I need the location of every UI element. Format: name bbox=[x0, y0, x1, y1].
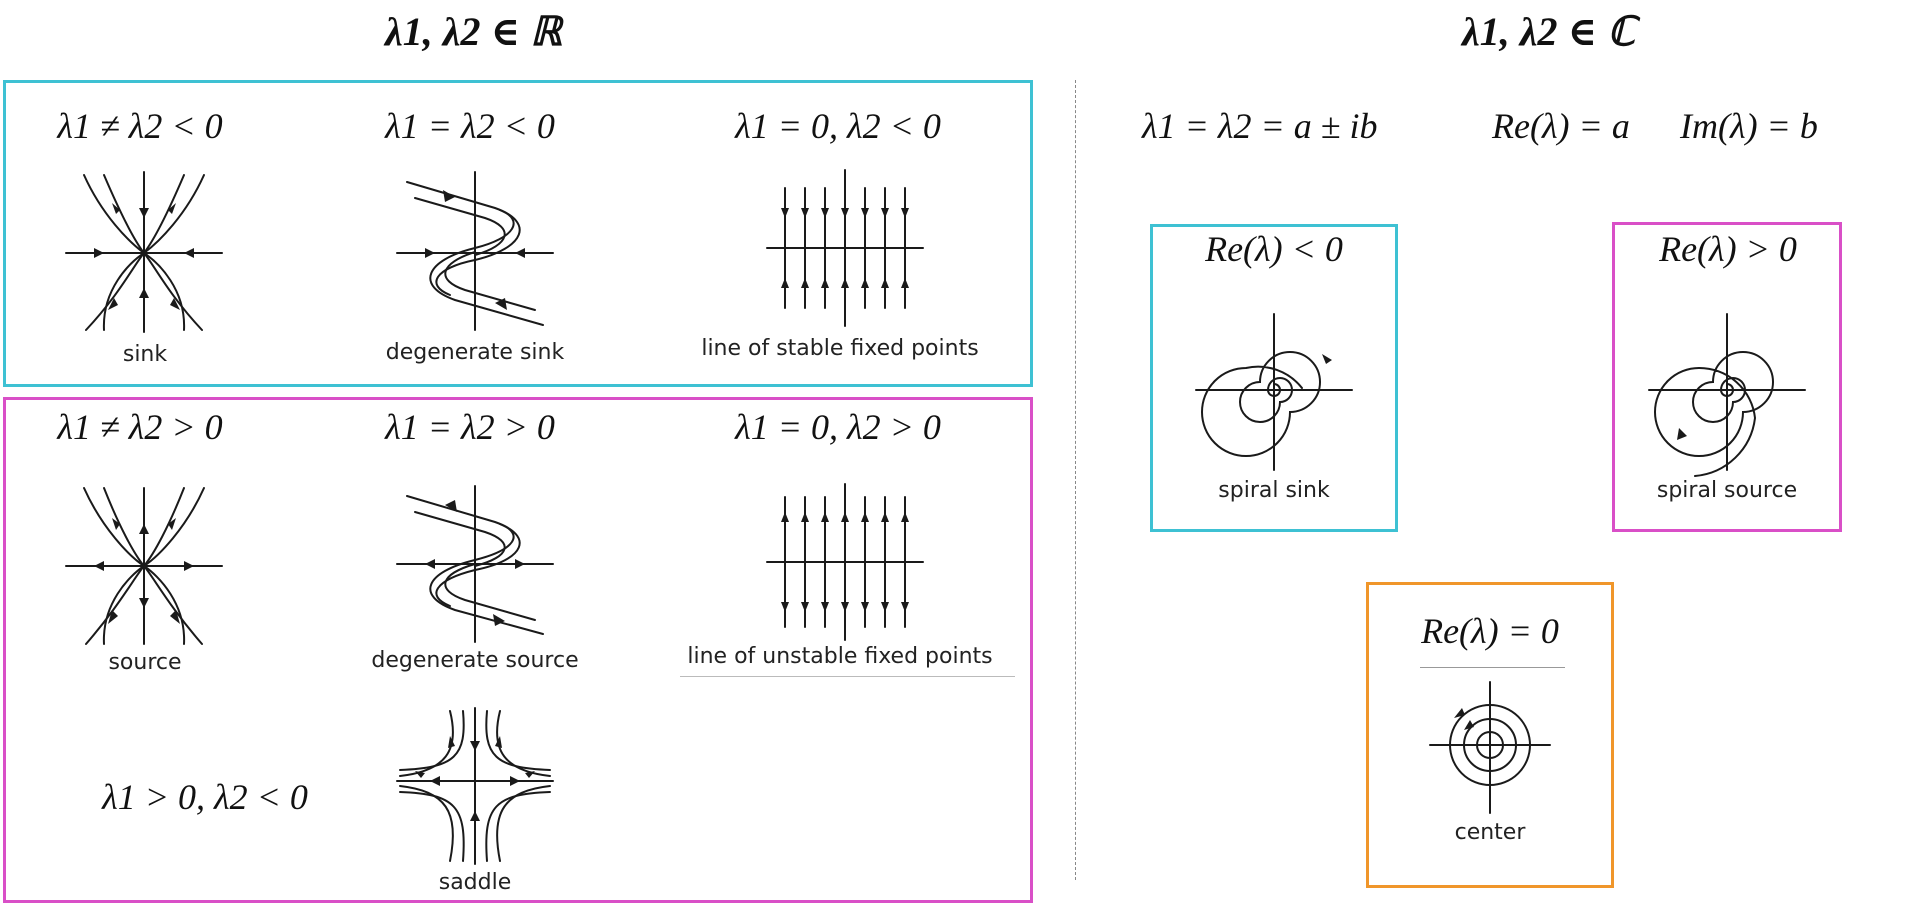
spiral-sink-portrait-icon bbox=[1195, 313, 1353, 471]
stable-line-caption: line of stable fixed points bbox=[701, 336, 979, 361]
real-eigenvalues-heading: λ1, λ2 ∈ ℝ bbox=[385, 8, 562, 55]
spiral-sink-condition: Re(λ) < 0 bbox=[1205, 229, 1343, 269]
saddle-caption: saddle bbox=[438, 870, 512, 895]
spiral-source-caption: spiral source bbox=[1656, 478, 1798, 503]
degenerate-source-caption: degenerate source bbox=[371, 648, 579, 673]
unstable-line-underline bbox=[680, 676, 1015, 677]
imag-part-formula: Im(λ) = b bbox=[1680, 106, 1818, 146]
saddle-condition: λ1 > 0, λ2 < 0 bbox=[102, 777, 308, 817]
unstable-line-caption: line of unstable fixed points bbox=[687, 644, 993, 669]
degenerate-source-condition: λ1 = λ2 > 0 bbox=[385, 407, 555, 447]
center-box bbox=[1366, 582, 1614, 888]
center-caption: center bbox=[1454, 820, 1526, 845]
spiral-source-condition: Re(λ) > 0 bbox=[1659, 229, 1797, 269]
sink-condition: λ1 ≠ λ2 < 0 bbox=[57, 106, 223, 146]
source-condition: λ1 ≠ λ2 > 0 bbox=[57, 407, 223, 447]
stable-cases-box bbox=[3, 80, 1033, 387]
spiral-sink-caption: spiral sink bbox=[1218, 478, 1330, 503]
stable-line-portrait-icon bbox=[766, 169, 924, 327]
sink-caption: sink bbox=[122, 342, 168, 367]
section-divider bbox=[1075, 80, 1076, 880]
source-portrait-icon bbox=[65, 487, 223, 645]
degenerate-source-portrait-icon bbox=[396, 485, 554, 643]
degenerate-sink-portrait-icon bbox=[396, 171, 554, 331]
center-condition: Re(λ) = 0 bbox=[1421, 611, 1559, 651]
spiral-source-portrait-icon bbox=[1648, 313, 1806, 477]
spiral-source-box bbox=[1612, 222, 1842, 532]
complex-heading-text: λ1, λ2 ∈ ℂ bbox=[1462, 9, 1636, 54]
real-part-formula: Re(λ) = a bbox=[1492, 106, 1630, 146]
degenerate-sink-caption: degenerate sink bbox=[385, 340, 565, 365]
degenerate-sink-condition: λ1 = λ2 < 0 bbox=[385, 106, 555, 146]
center-portrait-icon bbox=[1429, 681, 1551, 814]
saddle-portrait-icon bbox=[396, 707, 554, 865]
source-caption: source bbox=[108, 650, 182, 675]
sink-portrait-icon bbox=[65, 171, 223, 333]
conjugate-formula: λ1 = λ2 = a ± ib bbox=[1142, 106, 1378, 146]
complex-eigenvalues-heading: λ1, λ2 ∈ ℂ bbox=[1462, 8, 1635, 55]
center-condition-underline bbox=[1420, 667, 1565, 668]
unstable-cases-box bbox=[3, 397, 1033, 903]
real-heading-text: λ1, λ2 ∈ ℝ bbox=[385, 9, 562, 54]
spiral-sink-box bbox=[1150, 224, 1398, 532]
unstable-line-portrait-icon bbox=[766, 483, 924, 641]
stable-line-condition: λ1 = 0, λ2 < 0 bbox=[735, 106, 941, 146]
unstable-line-condition: λ1 = 0, λ2 > 0 bbox=[735, 407, 941, 447]
